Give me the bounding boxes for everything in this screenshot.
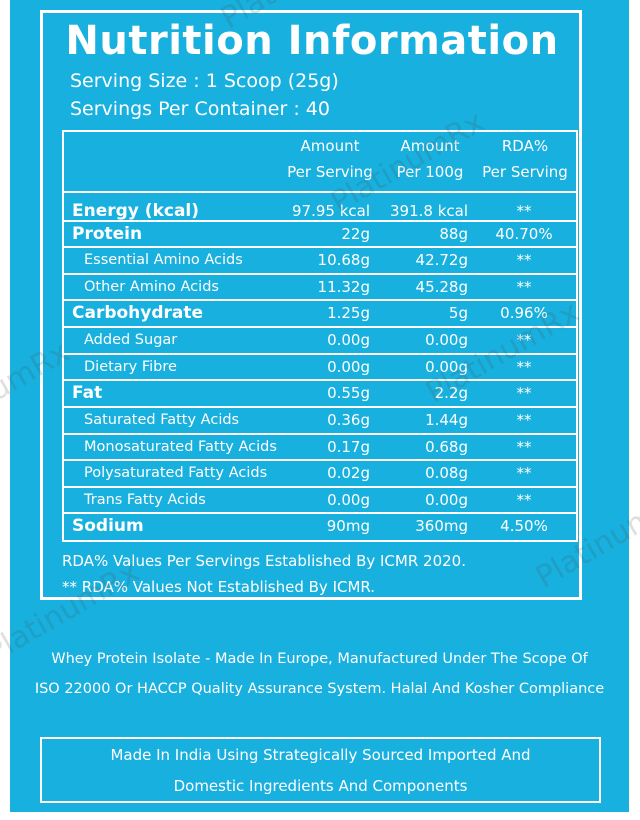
table-header-divider: [64, 191, 576, 193]
row-divider: [64, 352, 576, 355]
amount-per-100g: 45.28g: [415, 277, 468, 296]
rda-per-serving: **: [516, 437, 532, 456]
amount-per-serving: 11.32g: [317, 277, 370, 296]
amount-per-100g: 0.08g: [425, 464, 468, 483]
serving-size: Serving Size : 1 Scoop (25g): [70, 70, 339, 92]
header-rda-per-serving: RDA% Per Serving: [482, 137, 568, 181]
row-divider: [64, 326, 576, 329]
amount-per-100g: 0.68g: [425, 437, 468, 456]
row-divider: [64, 219, 576, 222]
nutrient-name: Dietary Fibre: [84, 358, 177, 375]
rda-per-serving: 4.50%: [500, 517, 548, 536]
amount-per-100g: 1.44g: [425, 410, 468, 429]
nutrient-name: Fat: [72, 383, 103, 404]
nutrition-outer-border: [40, 10, 582, 600]
nutrient-name: Polysaturated Fatty Acids: [84, 465, 268, 482]
row-divider: [64, 485, 576, 488]
row-divider: [64, 459, 576, 462]
header-amount-per-100g: Amount Per 100g: [396, 137, 464, 181]
rda-not-established-note: ** RDA% Values Not Established By ICMR.: [62, 578, 376, 596]
amount-per-100g: 88g: [439, 224, 468, 243]
rda-per-serving: **: [516, 277, 532, 296]
amount-per-serving: 0.00g: [327, 331, 370, 350]
nutrient-name: Sodium: [72, 516, 144, 537]
amount-per-serving: 0.00g: [327, 490, 370, 509]
nutrient-name: Saturated Fatty Acids: [84, 411, 240, 428]
rda-per-serving: **: [516, 464, 532, 483]
rda-per-serving: **: [516, 251, 532, 270]
rda-per-serving: **: [516, 202, 532, 220]
header-amount-per-serving: Amount Per Serving: [287, 137, 373, 181]
rda-per-serving: **: [516, 357, 532, 376]
amount-per-100g: 0.00g: [425, 357, 468, 376]
rda-per-serving: 40.70%: [495, 224, 553, 243]
servings-per-container: Servings Per Container : 40: [70, 98, 330, 120]
amount-per-100g: 360mg: [415, 517, 468, 536]
nutrient-name: Trans Fatty Acids: [84, 491, 206, 508]
rda-note: RDA% Values Per Servings Established By …: [62, 552, 466, 570]
nutrient-name: Essential Amino Acids: [84, 252, 243, 269]
amount-per-serving: 90mg: [326, 517, 370, 536]
row-divider: [64, 512, 576, 515]
amount-per-100g: 42.72g: [415, 251, 468, 270]
rda-per-serving: **: [516, 384, 532, 403]
rda-per-serving: **: [516, 331, 532, 350]
nutrition-table: [62, 130, 578, 542]
origin-text-line-1: Made In India Using Strategically Source…: [110, 746, 531, 764]
row-divider: [64, 272, 576, 275]
amount-per-serving: 10.68g: [317, 251, 370, 270]
rda-per-serving: 0.96%: [500, 304, 548, 323]
amount-per-serving: 0.36g: [327, 410, 370, 429]
product-description-line-1: Whey Protein Isolate - Made In Europe, M…: [51, 651, 588, 667]
origin-text-line-2: Domestic Ingredients And Components: [173, 777, 468, 795]
nutrient-name: Monosaturated Fatty Acids: [84, 438, 277, 455]
row-divider: [64, 405, 576, 408]
row-divider: [64, 246, 576, 249]
amount-per-serving: 97.95 kcal: [291, 202, 370, 220]
nutrient-name: Protein: [72, 223, 143, 244]
row-divider: [64, 432, 576, 435]
nutrient-name: Added Sugar: [84, 332, 178, 349]
amount-per-serving: 0.17g: [327, 437, 370, 456]
nutrient-name: Carbohydrate: [72, 303, 204, 324]
rda-per-serving: **: [516, 490, 532, 509]
nutrient-name: Other Amino Acids: [84, 278, 219, 295]
row-divider: [64, 299, 576, 302]
origin-box: [40, 737, 601, 803]
amount-per-100g: 0.00g: [425, 490, 468, 509]
amount-per-serving: 22g: [341, 224, 370, 243]
amount-per-serving: 0.02g: [327, 464, 370, 483]
amount-per-100g: 0.00g: [425, 331, 468, 350]
page-title: Nutrition Information: [65, 18, 559, 64]
amount-per-serving: 0.00g: [327, 357, 370, 376]
amount-per-100g: 2.2g: [434, 384, 468, 403]
rda-per-serving: **: [516, 410, 532, 429]
amount-per-100g: 5g: [448, 304, 468, 323]
amount-per-serving: 0.55g: [327, 384, 370, 403]
product-description-line-2: ISO 22000 Or HACCP Quality Assurance Sys…: [34, 681, 605, 697]
amount-per-serving: 1.25g: [327, 304, 370, 323]
amount-per-100g: 391.8 kcal: [389, 202, 468, 220]
row-divider: [64, 379, 576, 382]
nutrient-name: Energy (kcal): [72, 201, 200, 221]
